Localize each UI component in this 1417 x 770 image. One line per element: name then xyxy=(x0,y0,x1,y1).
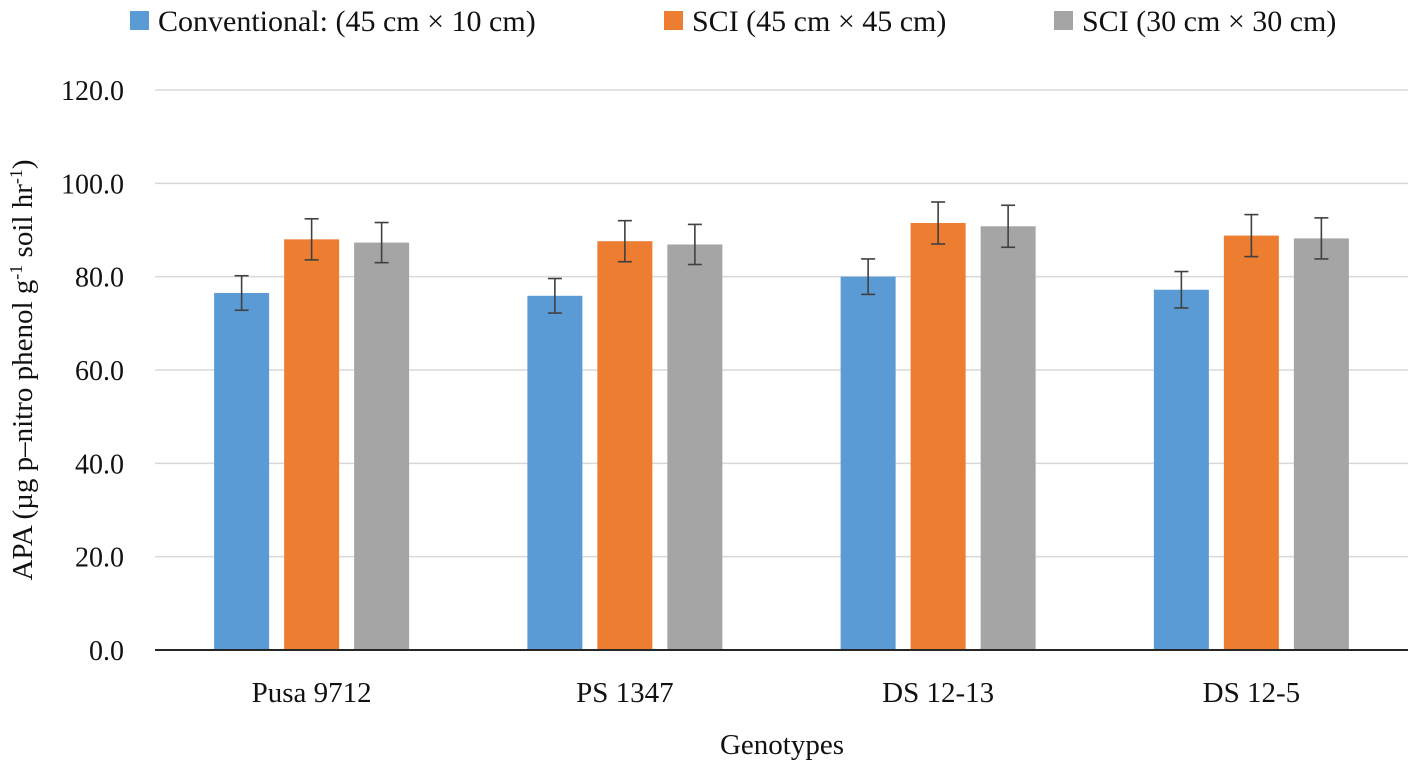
y-axis-title-sup2: -1 xyxy=(6,169,26,184)
x-tick-label: DS 12-5 xyxy=(1203,677,1300,709)
bar xyxy=(840,276,896,650)
y-axis-title-prefix: APA (µg p–nitro phenol g xyxy=(7,280,39,581)
bar xyxy=(284,239,340,651)
bar xyxy=(354,242,410,650)
bar xyxy=(910,223,966,650)
bar xyxy=(980,226,1036,650)
legend: Conventional: (45 cm × 10 cm) SCI (45 cm … xyxy=(130,5,1336,38)
y-tick-label: 80.0 xyxy=(75,263,124,294)
bar xyxy=(1223,235,1279,650)
legend-swatch xyxy=(664,11,683,30)
x-axis-categories: Pusa 9712 PS 1347 DS 12-13 DS 12-5 xyxy=(252,677,1301,709)
bar xyxy=(1153,289,1209,650)
y-tick-label: 120.0 xyxy=(61,76,124,107)
legend-label: SCI (45 cm × 45 cm) xyxy=(692,5,946,38)
error-bars xyxy=(234,201,1329,314)
bar xyxy=(214,293,270,650)
gridlines xyxy=(155,89,1408,558)
y-axis-title-sup1: -1 xyxy=(6,265,26,280)
bar xyxy=(667,244,723,650)
legend-label: Conventional: (45 cm × 10 cm) xyxy=(158,5,536,38)
bar xyxy=(1293,238,1349,650)
x-tick-label: PS 1347 xyxy=(576,677,674,709)
x-axis-title: Genotypes xyxy=(720,729,844,761)
y-tick-label: 100.0 xyxy=(61,169,124,200)
y-axis-title: APA (µg p–nitro phenol g-1 soil hr-1) xyxy=(6,159,39,580)
bars xyxy=(214,223,1349,651)
y-axis-title-suffix: ) xyxy=(7,159,39,169)
y-axis-ticks: 0.0 20.0 40.0 60.0 80.0 100.0 120.0 xyxy=(61,76,124,667)
legend-label: SCI (30 cm × 30 cm) xyxy=(1082,5,1336,38)
y-tick-label: 20.0 xyxy=(75,543,124,574)
y-tick-label: 0.0 xyxy=(89,636,124,667)
bar xyxy=(527,295,583,650)
legend-swatch xyxy=(1054,11,1073,30)
x-tick-label: DS 12-13 xyxy=(882,677,994,709)
x-tick-label: Pusa 9712 xyxy=(252,677,372,709)
y-axis-title-middle: soil hr xyxy=(7,184,39,265)
legend-swatch xyxy=(130,11,149,30)
y-tick-label: 40.0 xyxy=(75,449,124,480)
y-tick-label: 60.0 xyxy=(75,356,124,387)
bar xyxy=(597,241,653,650)
